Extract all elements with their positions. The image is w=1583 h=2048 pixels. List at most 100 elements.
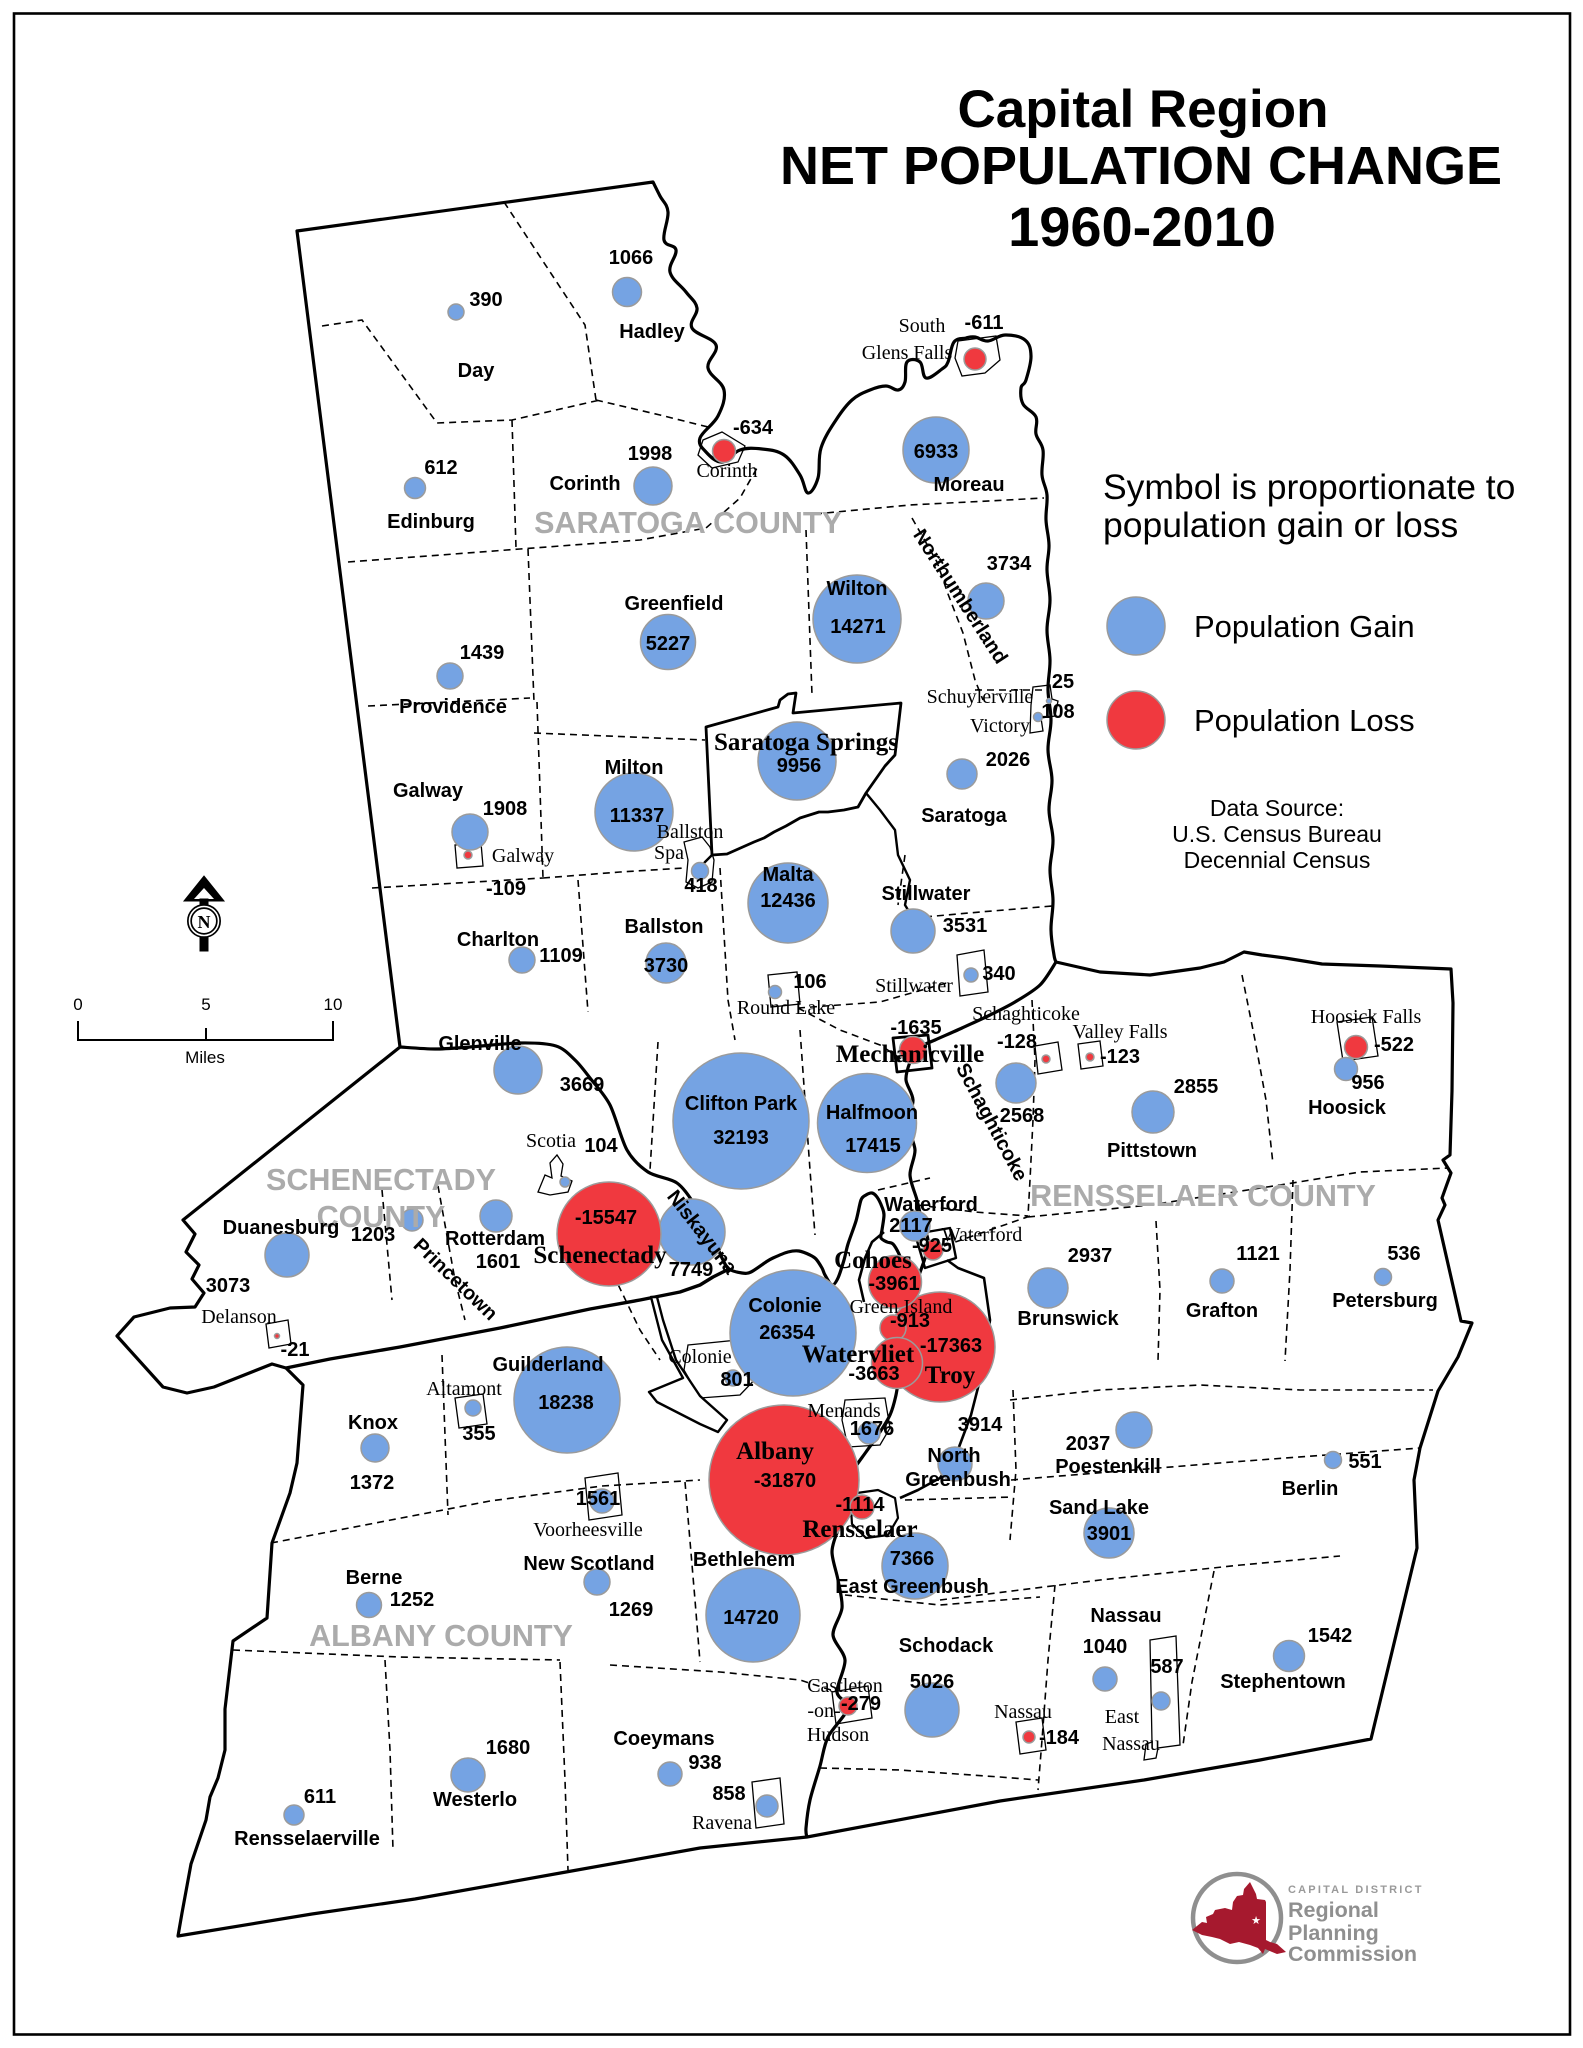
svg-text:Berlin: Berlin — [1282, 1478, 1339, 1500]
svg-text:7366: 7366 — [890, 1548, 935, 1570]
svg-text:0: 0 — [73, 995, 82, 1014]
svg-text:Moreau: Moreau — [933, 474, 1004, 496]
svg-text:-279: -279 — [841, 1693, 881, 1715]
svg-text:1372: 1372 — [350, 1472, 395, 1494]
svg-text:Valley Falls: Valley Falls — [1073, 1021, 1168, 1043]
svg-text:14271: 14271 — [830, 616, 886, 638]
svg-text:17415: 17415 — [845, 1135, 901, 1157]
svg-text:Corinth: Corinth — [549, 473, 620, 495]
svg-text:Guilderland: Guilderland — [492, 1354, 603, 1376]
svg-text:1269: 1269 — [609, 1599, 654, 1621]
svg-text:Ballston: Ballston — [625, 916, 704, 938]
svg-text:-1114: -1114 — [836, 1494, 886, 1516]
svg-text:3901: 3901 — [1087, 1523, 1132, 1545]
svg-text:Bethlehem: Bethlehem — [693, 1549, 795, 1571]
svg-text:SCHENECTADY: SCHENECTADY — [266, 1163, 496, 1197]
svg-text:7749: 7749 — [669, 1259, 714, 1281]
svg-text:6933: 6933 — [914, 441, 959, 463]
svg-text:32193: 32193 — [713, 1127, 769, 1149]
svg-text:Clifton Park: Clifton Park — [685, 1093, 798, 1115]
svg-text:East: East — [1105, 1706, 1140, 1728]
svg-text:population gain or loss: population gain or loss — [1103, 505, 1458, 545]
svg-text:Charlton: Charlton — [457, 929, 539, 951]
svg-text:Planning: Planning — [1288, 1921, 1379, 1945]
svg-text:Ravena: Ravena — [692, 1812, 752, 1834]
svg-text:801: 801 — [720, 1369, 753, 1391]
svg-text:-15547: -15547 — [575, 1207, 637, 1229]
svg-text:1252: 1252 — [390, 1589, 435, 1611]
svg-text:Albany: Albany — [736, 1438, 814, 1465]
svg-text:Glenville: Glenville — [438, 1033, 521, 1055]
svg-text:NET POPULATION CHANGE: NET POPULATION CHANGE — [780, 136, 1502, 196]
svg-text:Watervliet: Watervliet — [802, 1341, 915, 1368]
svg-text:108: 108 — [1041, 701, 1074, 723]
svg-text:Commission: Commission — [1288, 1942, 1417, 1966]
svg-text:-21: -21 — [281, 1339, 310, 1361]
svg-text:Rensselaer: Rensselaer — [802, 1516, 917, 1543]
svg-text:1203: 1203 — [351, 1224, 396, 1246]
svg-text:1109: 1109 — [539, 945, 582, 967]
svg-text:Stillwater: Stillwater — [882, 883, 971, 905]
svg-text:Menands: Menands — [807, 1400, 881, 1422]
svg-text:Schuylerville: Schuylerville — [927, 686, 1034, 708]
svg-text:Milton: Milton — [605, 757, 664, 779]
svg-text:536: 536 — [1387, 1243, 1420, 1265]
svg-text:Hadley: Hadley — [619, 321, 685, 343]
svg-text:★: ★ — [1251, 1915, 1261, 1927]
svg-text:Hoosick: Hoosick — [1308, 1097, 1387, 1119]
svg-text:-3961: -3961 — [868, 1273, 919, 1295]
svg-text:25: 25 — [1052, 671, 1074, 693]
svg-text:Spa: Spa — [654, 842, 684, 864]
svg-text:Day: Day — [458, 360, 496, 382]
svg-text:106: 106 — [793, 971, 826, 993]
svg-text:2937: 2937 — [1068, 1245, 1113, 1267]
svg-text:3914: 3914 — [958, 1414, 1003, 1436]
svg-text:Grafton: Grafton — [1186, 1300, 1258, 1322]
svg-text:Symbol is proportionate to: Symbol is proportionate to — [1103, 467, 1515, 507]
svg-text:3669: 3669 — [560, 1074, 605, 1096]
svg-text:U.S. Census Bureau: U.S. Census Bureau — [1172, 821, 1382, 847]
svg-text:26354: 26354 — [759, 1322, 815, 1344]
svg-text:-522: -522 — [1374, 1034, 1414, 1056]
svg-text:Mechanicville: Mechanicville — [836, 1041, 985, 1068]
svg-text:-611: -611 — [965, 312, 1004, 334]
svg-text:N: N — [198, 912, 211, 932]
svg-text:Saratoga: Saratoga — [921, 805, 1007, 827]
svg-text:340: 340 — [982, 963, 1015, 985]
svg-text:Wilton: Wilton — [827, 578, 888, 600]
svg-text:104: 104 — [584, 1135, 618, 1157]
svg-text:1908: 1908 — [483, 798, 528, 820]
svg-text:RENSSELAER COUNTY: RENSSELAER COUNTY — [1030, 1179, 1376, 1213]
svg-text:Edinburg: Edinburg — [387, 511, 475, 533]
svg-text:3734: 3734 — [987, 553, 1032, 575]
svg-text:Schodack: Schodack — [899, 1635, 994, 1657]
svg-text:Petersburg: Petersburg — [1332, 1290, 1438, 1312]
svg-text:Cohoes: Cohoes — [834, 1247, 912, 1274]
svg-text:Capital Region: Capital Region — [957, 80, 1328, 139]
svg-text:Waterford: Waterford — [942, 1224, 1023, 1246]
svg-text:Population Gain: Population Gain — [1194, 609, 1415, 644]
svg-text:Stillwater: Stillwater — [875, 975, 953, 997]
svg-text:12436: 12436 — [760, 890, 816, 912]
svg-text:Nassau: Nassau — [994, 1701, 1052, 1723]
svg-text:5026: 5026 — [910, 1671, 955, 1693]
svg-text:Greenfield: Greenfield — [625, 593, 724, 615]
svg-text:-634: -634 — [733, 417, 774, 439]
svg-text:Brunswick: Brunswick — [1017, 1308, 1119, 1330]
svg-text:ALBANY COUNTY: ALBANY COUNTY — [309, 1619, 573, 1653]
svg-text:3073: 3073 — [206, 1275, 251, 1297]
svg-text:Sand Lake: Sand Lake — [1049, 1497, 1149, 1519]
svg-text:611: 611 — [304, 1786, 336, 1808]
svg-text:Pittstown: Pittstown — [1107, 1140, 1197, 1162]
svg-text:-on-: -on- — [807, 1700, 840, 1722]
svg-text:3730: 3730 — [644, 955, 689, 977]
svg-text:COUNTY: COUNTY — [317, 1200, 446, 1234]
svg-text:1998: 1998 — [628, 443, 673, 465]
svg-text:Corinth: Corinth — [696, 460, 757, 482]
svg-text:Saratoga Springs: Saratoga Springs — [714, 729, 898, 756]
svg-text:Galway: Galway — [492, 845, 554, 867]
svg-text:Population Loss: Population Loss — [1194, 703, 1415, 738]
svg-text:Waterford: Waterford — [884, 1194, 978, 1216]
svg-text:2855: 2855 — [1174, 1076, 1219, 1098]
svg-text:390: 390 — [469, 289, 502, 311]
